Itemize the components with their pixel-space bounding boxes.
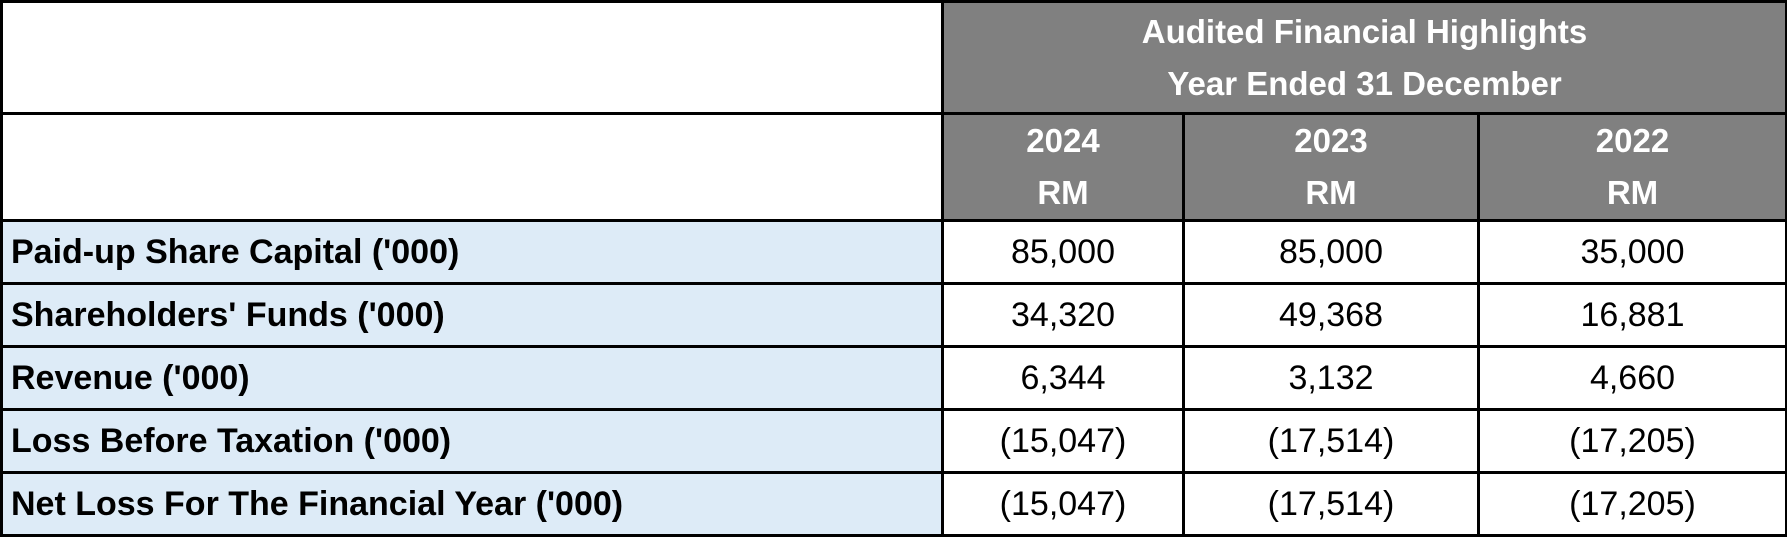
column-header-2024: 2024 RM: [941, 112, 1185, 222]
row-value-2022: (17,205): [1477, 408, 1787, 474]
row-value-2023: 3,132: [1182, 345, 1480, 411]
table-title: Audited Financial Highlights Year Ended …: [941, 0, 1787, 115]
row-value-2024: 85,000: [941, 219, 1185, 285]
year-header-row: 2024 RM 2023 RM 2022 RM: [0, 112, 1787, 222]
column-currency: RM: [1037, 174, 1089, 211]
table-title-line-1: Audited Financial Highlights: [1141, 12, 1588, 50]
row-value-2022: 16,881: [1477, 282, 1787, 348]
row-value-2023: 85,000: [1182, 219, 1480, 285]
row-value-2023: 49,368: [1182, 282, 1480, 348]
blank-corner-cell: [0, 0, 944, 115]
table-header-row: Audited Financial Highlights Year Ended …: [0, 0, 1787, 115]
table-row: Shareholders' Funds ('000) 34,320 49,368…: [0, 282, 1787, 348]
table-title-line-2: Year Ended 31 December: [1167, 64, 1562, 102]
row-value-2022: 4,660: [1477, 345, 1787, 411]
row-label: Paid-up Share Capital ('000): [0, 219, 944, 285]
row-value-2024: 6,344: [941, 345, 1185, 411]
column-header-2022: 2022 RM: [1477, 112, 1787, 222]
row-value-2023: (17,514): [1182, 471, 1480, 537]
row-label: Revenue ('000): [0, 345, 944, 411]
table-row: Paid-up Share Capital ('000) 85,000 85,0…: [0, 219, 1787, 285]
row-value-2024: 34,320: [941, 282, 1185, 348]
column-currency: RM: [1606, 174, 1659, 211]
row-value-2024: (15,047): [941, 408, 1185, 474]
row-value-2024: (15,047): [941, 471, 1185, 537]
table-row: Loss Before Taxation ('000) (15,047) (17…: [0, 408, 1787, 474]
column-year: 2023: [1294, 122, 1368, 159]
table-row: Net Loss For The Financial Year ('000) (…: [0, 471, 1787, 537]
row-label: Loss Before Taxation ('000): [0, 408, 944, 474]
row-value-2022: 35,000: [1477, 219, 1787, 285]
column-year: 2022: [1595, 122, 1670, 159]
row-label: Shareholders' Funds ('000): [0, 282, 944, 348]
column-header-2023: 2023 RM: [1182, 112, 1480, 222]
row-value-2022: (17,205): [1477, 471, 1787, 537]
column-year: 2024: [1026, 122, 1100, 159]
column-currency: RM: [1305, 174, 1357, 211]
row-value-2023: (17,514): [1182, 408, 1480, 474]
row-label: Net Loss For The Financial Year ('000): [0, 471, 944, 537]
blank-label-header-cell: [0, 112, 944, 222]
table-row: Revenue ('000) 6,344 3,132 4,660: [0, 345, 1787, 411]
